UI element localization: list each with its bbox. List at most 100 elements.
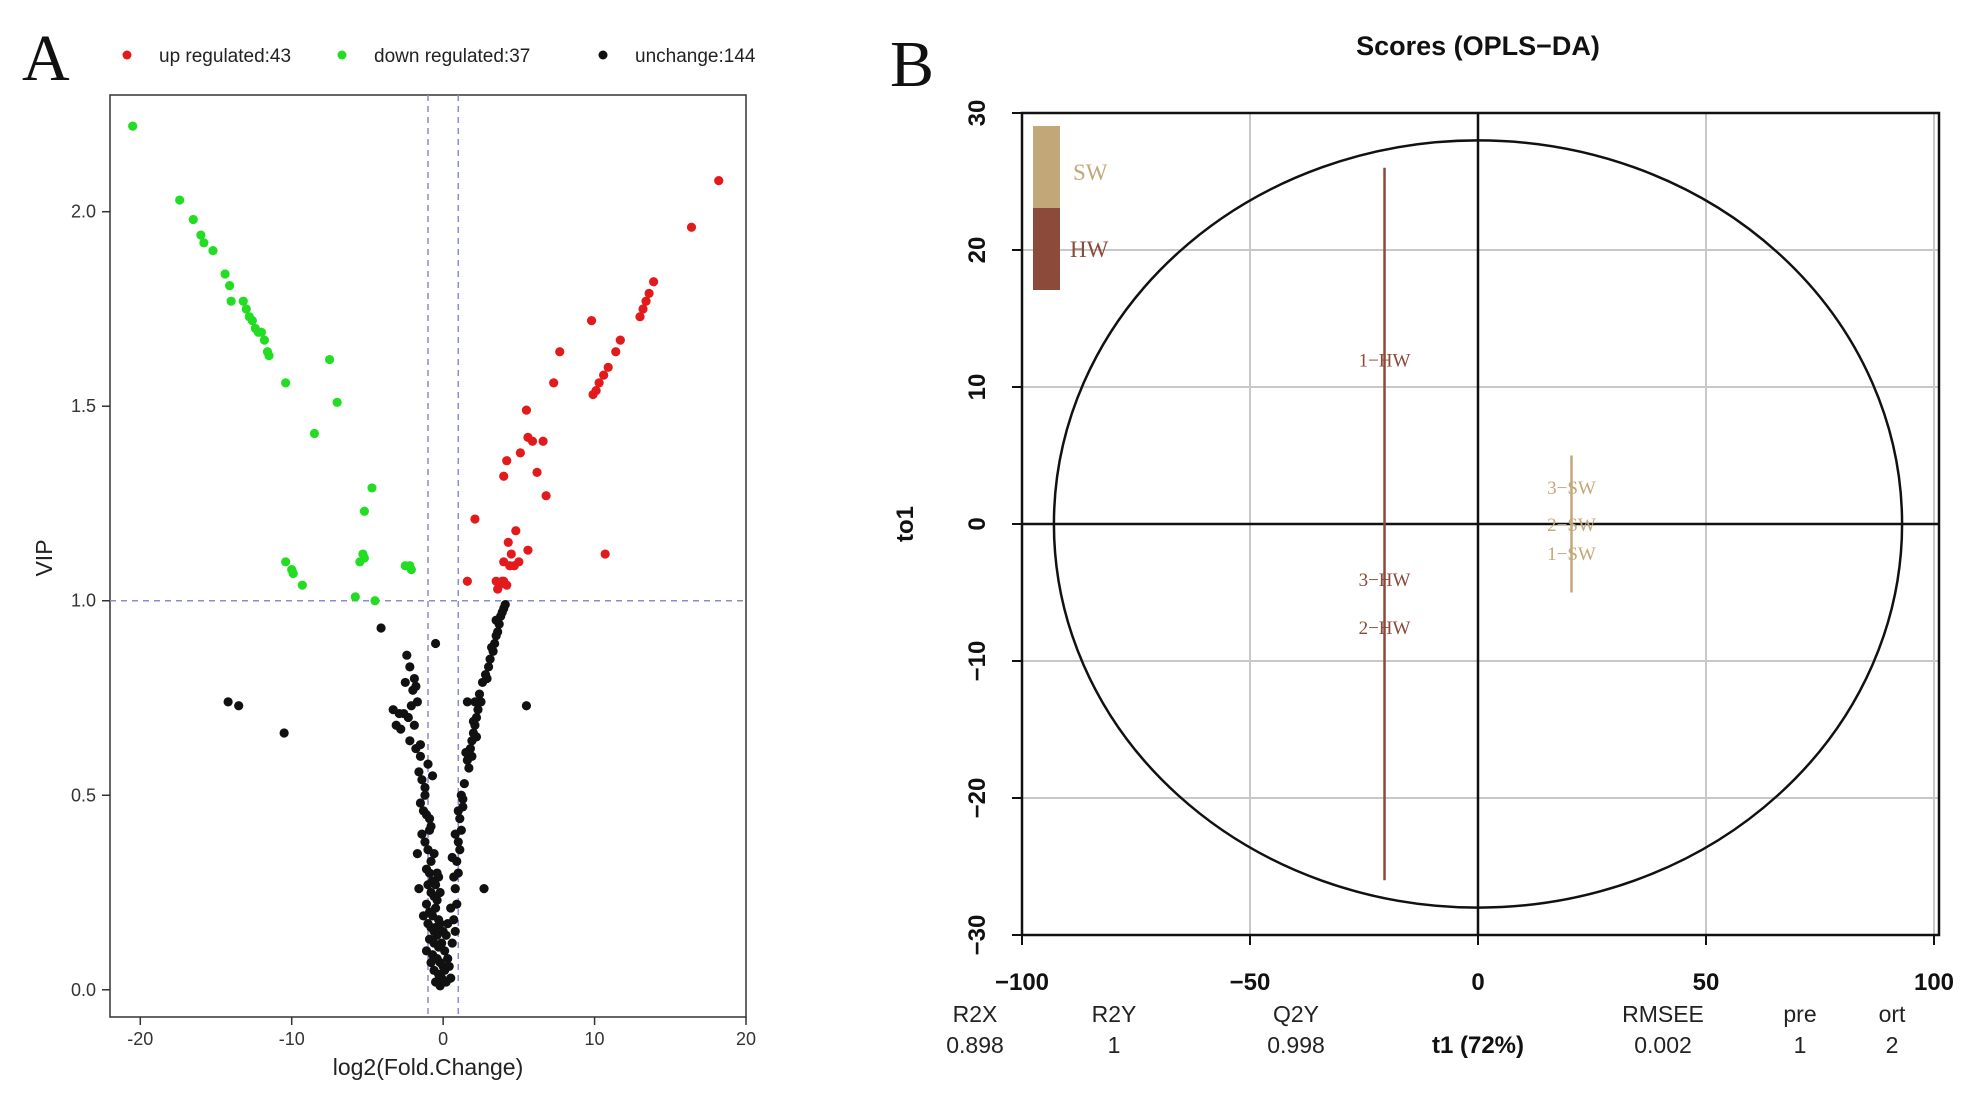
data-point [638, 304, 648, 314]
data-point [521, 701, 532, 711]
y-tick-label: 30 [964, 100, 991, 127]
data-point [417, 775, 427, 785]
data-point [440, 946, 450, 956]
x-tick-label: -20 [127, 1029, 153, 1049]
data-point [511, 526, 521, 536]
data-point [455, 813, 465, 824]
data-point [417, 829, 427, 839]
legend-label: up regulated:43 [159, 46, 291, 67]
x-tick-label: −100 [995, 969, 1049, 996]
data-point [455, 845, 465, 855]
data-point [462, 576, 472, 586]
data-point [523, 545, 533, 555]
data-point [493, 584, 503, 594]
x-tick-label: −50 [1230, 969, 1271, 996]
data-point [635, 312, 645, 322]
stats-header: R2X [953, 1001, 998, 1027]
y-tick-label: 10 [964, 374, 991, 401]
data-point [220, 269, 230, 279]
opls-da-stats-table: R2X 0.898 R2Y 1 Q2Y 0.998 t1 (72%) RMSEE 0.002 pr… [946, 1001, 1906, 1059]
data-point [370, 596, 380, 606]
x-tick-label: 0 [1471, 969, 1484, 996]
data-point [450, 926, 460, 937]
volcano-threshold-lines [110, 95, 746, 1017]
panel-b-letter: B [890, 28, 934, 101]
data-point [403, 712, 413, 723]
data-point [430, 922, 441, 933]
volcano-x-axis-label: log2(Fold.Change) [333, 1054, 524, 1080]
data-point [396, 724, 406, 734]
data-point [479, 884, 489, 894]
data-point [499, 471, 509, 481]
data-point [532, 467, 542, 477]
data-point [427, 771, 438, 781]
data-point [538, 436, 548, 446]
data-point [208, 246, 218, 256]
data-point [223, 697, 233, 707]
data-point [405, 662, 415, 672]
opls-da-panel: B Scores (OPLS−DA) 1−HW3−HW2−HW3−SW2−SW1… [890, 28, 1954, 1059]
data-point [241, 304, 251, 314]
y-tick-label: 2.0 [71, 202, 96, 222]
legend-label-hw: HW [1070, 237, 1109, 262]
data-point [503, 537, 513, 547]
data-point [238, 296, 248, 306]
data-point [406, 701, 416, 711]
data-point [402, 650, 412, 660]
data-point [449, 872, 459, 882]
data-point [514, 557, 524, 567]
data-point [388, 705, 398, 715]
data-point [444, 961, 454, 972]
data-point [418, 911, 429, 921]
data-point [259, 335, 270, 345]
data-point [199, 238, 209, 248]
data-point [281, 557, 291, 567]
data-point [423, 759, 433, 769]
data-point [415, 798, 426, 808]
opls-da-plot-area: 1−HW 3−HW 2−HW 3−SW 2−SW 1−SW SW HW [1022, 113, 1939, 935]
data-point [506, 549, 516, 559]
data-point [264, 351, 274, 361]
data-point [644, 288, 654, 299]
data-point [549, 378, 559, 388]
sample-label: 2−SW [1547, 515, 1596, 536]
data-point [470, 514, 480, 524]
data-point [332, 397, 342, 407]
data-point [446, 903, 456, 913]
data-point [175, 195, 185, 205]
volcano-axis-ticks: -20 -10 0 10 20 0.0 0.5 1.0 1.5 2.0 [71, 202, 756, 1049]
stats-header: pre [1783, 1001, 1816, 1027]
data-point [409, 720, 419, 730]
data-point [521, 405, 532, 415]
data-point [415, 740, 426, 750]
data-point [415, 751, 426, 761]
data-point [594, 378, 604, 388]
data-point [281, 378, 291, 388]
stats-value: 1 [1794, 1032, 1807, 1058]
data-point [432, 868, 442, 878]
data-point [359, 506, 369, 516]
legend-marker [337, 50, 347, 60]
data-point [483, 662, 494, 672]
x-tick-label: -10 [279, 1029, 305, 1049]
data-point [462, 697, 472, 707]
volcano-points [128, 121, 724, 991]
data-point [453, 837, 463, 847]
data-point [414, 767, 424, 777]
data-point [376, 623, 386, 633]
y-tick-label: −30 [964, 915, 991, 956]
data-point [502, 456, 512, 466]
y-tick-label: 1.5 [71, 396, 96, 416]
data-point [599, 370, 609, 380]
stats-header: ort [1879, 1001, 1906, 1027]
stats-header: Q2Y [1273, 1001, 1319, 1027]
data-point [468, 716, 479, 726]
data-point [437, 938, 447, 948]
y-tick-label: 0.0 [71, 980, 96, 1000]
sample-label: 1−HW [1359, 351, 1411, 372]
data-point [686, 222, 697, 232]
data-point [555, 347, 565, 357]
data-point [473, 705, 483, 715]
data-point [324, 354, 335, 365]
